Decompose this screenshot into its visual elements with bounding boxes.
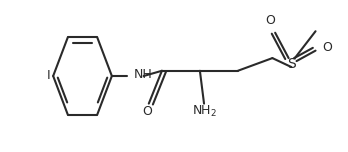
Text: S: S <box>287 57 296 71</box>
Text: O: O <box>266 14 276 27</box>
Text: NH$_2$: NH$_2$ <box>191 104 216 119</box>
Text: NH: NH <box>133 68 152 81</box>
Text: O: O <box>323 41 332 54</box>
Text: O: O <box>142 105 152 117</box>
Text: I: I <box>47 69 50 83</box>
